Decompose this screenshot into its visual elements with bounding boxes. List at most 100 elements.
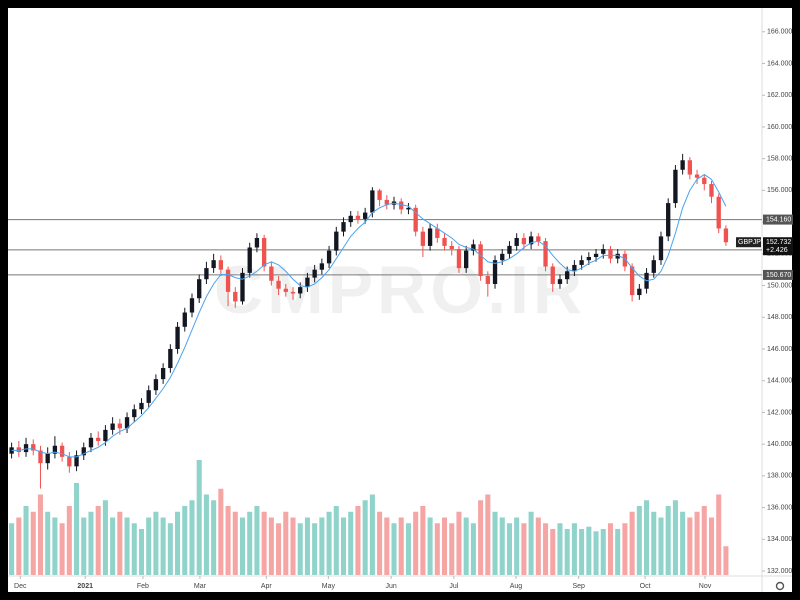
volume-bar	[571, 523, 577, 575]
candle-body	[45, 453, 50, 464]
candle-body	[370, 190, 375, 213]
volume-bar	[348, 511, 354, 575]
volume-bar	[160, 517, 166, 575]
candle-body	[326, 250, 332, 264]
volume-bar	[124, 517, 130, 575]
candle-body	[377, 190, 382, 200]
y-tick-label: 138.000	[767, 473, 792, 480]
candle-body	[543, 241, 548, 267]
settings-icon[interactable]	[775, 581, 785, 591]
symbol-tag	[736, 237, 761, 248]
volume-bars	[9, 460, 729, 575]
x-tick-label: Dec	[14, 583, 27, 590]
level-tag	[763, 214, 793, 225]
level-label: 150.670	[766, 272, 791, 279]
volume-bar	[622, 523, 628, 575]
volume-bar	[672, 500, 678, 575]
volume-bar	[434, 523, 440, 575]
chart-background	[8, 8, 792, 592]
volume-bar	[239, 517, 246, 575]
candle-body	[680, 160, 685, 170]
candle-body	[312, 269, 317, 278]
y-tick-label: 166.000	[767, 29, 792, 36]
candle-body	[175, 326, 180, 349]
candle-body	[586, 257, 591, 261]
candle-body	[723, 228, 729, 243]
candle-body	[218, 260, 224, 270]
volume-bar	[211, 500, 217, 575]
x-tick-label: Jun	[385, 583, 396, 590]
gear[interactable]	[775, 581, 785, 591]
volume-bar	[377, 511, 383, 575]
volume-bar	[420, 506, 426, 575]
candle-body	[355, 215, 361, 219]
candle-body	[225, 269, 231, 292]
volume-bar	[528, 511, 534, 575]
y-tick-label: 136.000	[767, 504, 792, 511]
volume-bar	[470, 523, 476, 575]
volume-bar	[723, 546, 729, 575]
candle-body	[485, 276, 490, 284]
y-tick-label: 162.000	[767, 92, 792, 99]
candle-body	[694, 174, 700, 178]
candle-body	[658, 236, 664, 261]
candle-body	[168, 348, 173, 369]
volume-bar	[167, 523, 173, 575]
volume-bar	[499, 517, 505, 575]
volume-bar	[600, 529, 606, 575]
candle-body	[189, 298, 195, 313]
volume-bar	[146, 517, 152, 575]
y-tick-label: 146.000	[767, 346, 792, 353]
volume-bar	[456, 511, 462, 575]
candles	[9, 153, 729, 489]
volume-bar	[615, 529, 621, 575]
volume-bar	[16, 517, 22, 575]
candle-body	[319, 263, 325, 270]
candle-body	[413, 207, 418, 232]
volume-bar	[23, 506, 29, 575]
candle-body	[399, 201, 404, 210]
candle-body	[601, 249, 606, 254]
volume-bar	[629, 511, 635, 575]
volume-bar	[413, 511, 419, 575]
candle-body	[622, 253, 628, 267]
candle-body	[16, 447, 21, 453]
volume-bar	[340, 517, 347, 575]
candle-body	[565, 271, 570, 280]
candle-body	[103, 429, 108, 441]
volume-bar	[276, 523, 282, 575]
candle-body	[124, 417, 130, 429]
candle-body	[384, 199, 389, 205]
candle-body	[240, 272, 245, 302]
volume-bar	[37, 494, 43, 575]
volume-bar	[716, 494, 722, 575]
y-tick-label: 164.000	[767, 60, 792, 67]
volume-bar	[319, 517, 325, 575]
candle-body	[247, 247, 252, 273]
volume-bar	[680, 511, 686, 575]
y-tick-label: 144.000	[767, 378, 792, 385]
candle-body	[23, 444, 29, 453]
volume-bar	[196, 460, 202, 575]
y-tick-label: 158.000	[767, 156, 792, 163]
volume-bar	[485, 494, 491, 575]
volume-bar	[297, 523, 303, 575]
volume-bar	[658, 517, 664, 575]
candle-body	[52, 445, 58, 454]
volume-bar	[694, 511, 700, 575]
candle-body	[88, 437, 94, 448]
y-tick-label: 140.000	[767, 441, 792, 448]
volume-bar	[117, 511, 123, 575]
volume-bar	[74, 483, 80, 575]
candle-body	[500, 253, 505, 261]
candle-body	[615, 253, 620, 259]
y-tick-label: 132.000	[767, 568, 792, 575]
candle-body	[59, 445, 65, 457]
candle-body	[362, 212, 368, 219]
volume-bar	[52, 517, 58, 575]
candle-body	[132, 409, 137, 418]
candle-body	[550, 266, 555, 284]
candle-body	[716, 196, 721, 229]
candle-body	[514, 237, 519, 246]
